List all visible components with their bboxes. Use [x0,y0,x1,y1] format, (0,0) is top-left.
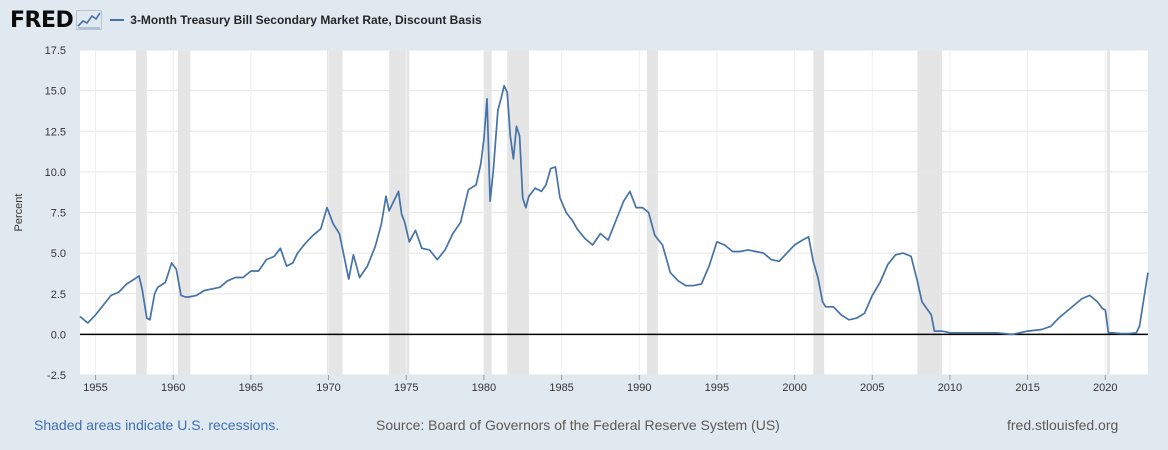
x-tick-label: 1985 [549,382,573,394]
x-tick-label: 2010 [938,382,962,394]
chart-header: FRED 3-Month Treasury Bill Secondary Mar… [10,6,482,34]
x-tick-label: 1955 [83,382,107,394]
x-tick-label: 2005 [860,382,884,394]
y-tick-label: 0.0 [51,329,66,341]
y-tick-label: 7.5 [51,208,66,220]
x-tick-label: 2000 [782,382,806,394]
y-tick-label: -2.5 [47,370,66,382]
x-tick-label: 2015 [1015,382,1039,394]
x-tick-label: 1995 [705,382,729,394]
recession-note[interactable]: Shaded areas indicate U.S. recessions. [34,417,280,433]
y-tick-label: 5.0 [51,248,66,260]
source-note: Source: Board of Governors of the Federa… [376,417,780,433]
x-tick-label: 1980 [472,382,496,394]
x-tick-label: 1965 [239,382,263,394]
y-tick-label: 17.5 [45,45,66,57]
chart-title-text: 3-Month Treasury Bill Secondary Market R… [130,13,482,27]
y-tick-label: 2.5 [51,289,66,301]
x-tick-label: 1960 [161,382,185,394]
y-tick-label: 12.5 [45,126,66,138]
chart-title: 3-Month Treasury Bill Secondary Market R… [110,13,482,27]
site-link[interactable]: fred.stlouisfed.org [1007,417,1119,433]
series-line [79,84,1149,336]
x-tick-label: 2020 [1093,382,1117,394]
series-swatch [110,19,125,21]
line-chart: -2.5 0.0 2.5 5.0 7.5 10.0 12.5 15.0 17.5 1955 1960… [13,45,1149,394]
fred-logo[interactable]: FRED [10,7,74,33]
x-tick-label: 1975 [394,382,418,394]
y-axis-label: Percent [13,194,25,232]
fred-trend-icon [76,10,103,30]
x-tick-label: 1990 [627,382,651,394]
y-tick-label: 10.0 [45,167,66,179]
x-tick-label: 1970 [316,382,340,394]
y-tick-label: 15.0 [45,86,66,98]
